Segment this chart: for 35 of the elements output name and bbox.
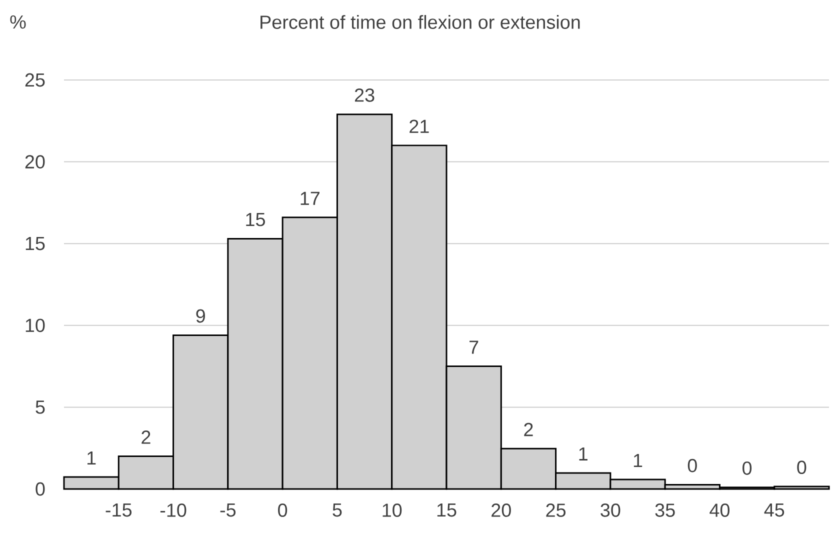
y-tick-label: 15 (26, 237, 45, 250)
x-tick-label: 40 (710, 504, 730, 517)
y-axis-title: % (10, 15, 26, 29)
chart-title: Percent of time on flexion or extension (260, 15, 580, 29)
x-tick-label: 5 (332, 504, 342, 517)
x-tick-label: -10 (160, 504, 186, 517)
data-label: 21 (410, 120, 429, 133)
x-tick-label: 45 (764, 504, 784, 517)
x-tick-label: 10 (382, 504, 402, 517)
y-tick-label: 10 (26, 318, 45, 332)
data-label: 7 (470, 340, 478, 354)
data-label: 1 (634, 454, 642, 468)
data-label: 2 (524, 422, 533, 436)
x-tick-label: 20 (492, 504, 511, 517)
x-tick-label: 25 (546, 504, 566, 517)
y-tick-label: 5 (36, 400, 45, 414)
data-label: 1 (579, 447, 588, 460)
x-tick-label: 35 (655, 504, 675, 517)
x-tick-label: 30 (600, 504, 620, 517)
data-label: 23 (354, 88, 374, 102)
data-label: 9 (196, 309, 205, 323)
x-tick-label: 15 (437, 504, 456, 517)
data-label: 1 (87, 452, 96, 465)
x-tick-label: 0 (278, 504, 288, 517)
data-label: 17 (300, 192, 320, 205)
y-tick-label: 0 (36, 482, 45, 496)
y-tick-label: 25 (25, 73, 45, 87)
data-label: 0 (797, 460, 806, 474)
data-label: 0 (742, 461, 752, 475)
data-label: 0 (688, 458, 697, 472)
y-tick-label: 20 (25, 155, 45, 169)
data-label: 15 (246, 212, 265, 226)
data-label: 2 (142, 430, 150, 444)
x-tick-label: -5 (220, 504, 236, 517)
x-tick-label: -15 (106, 504, 132, 517)
